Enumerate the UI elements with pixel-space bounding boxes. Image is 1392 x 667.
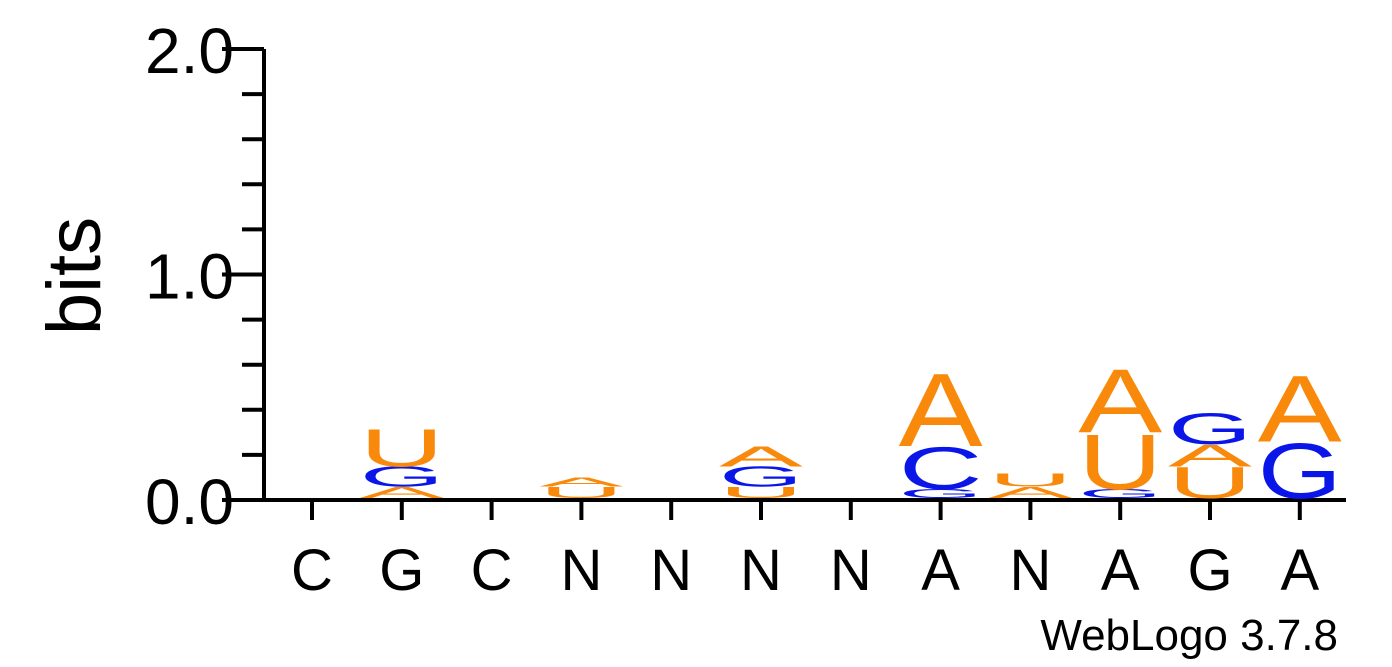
logo-letter-u: U [360,419,444,479]
logo-letter-u: U [1168,458,1252,508]
x-tick-label: A [1101,538,1140,603]
logo-letter-a: A [360,484,444,502]
logo-letter-g: G [719,461,803,493]
x-tick-label: C [471,538,513,603]
logo-letter-a: A [1168,438,1253,473]
x-tick-label: G [1187,538,1232,603]
x-tick-label: A [1280,538,1319,603]
y-ticks [222,47,264,502]
logo-letter-a: A [1258,356,1343,462]
logo-letter-a: A [988,484,1072,502]
logo-letter-u: U [539,484,623,502]
logo-letter-c: C [899,435,983,502]
logo-letter-g: G [1168,404,1252,453]
x-tick-label: N [560,538,602,603]
logo-letter-g: G [1078,487,1162,501]
logo-letter-g: G [899,487,983,501]
logo-letter-a: A [899,353,983,469]
y-tick-label: 1.0 [145,241,234,313]
x-tick-label: A [921,538,960,603]
y-tick-labels: 0.0 1.0 2.0 [145,15,234,538]
logo-letter-u: U [1078,418,1162,506]
y-tick-label: 2.0 [145,15,234,87]
x-tick-label: N [1009,538,1051,603]
x-tick-label: C [291,538,333,603]
logo-letter-a: A [719,441,803,473]
y-tick-label: 0.0 [145,466,234,538]
x-tick-label: G [379,538,424,603]
x-tick-label: N [830,538,872,603]
logo-letter-u: U [719,484,803,502]
logo-letter-g: G [360,461,444,493]
weblogo-footer: WebLogo 3.7.8 [1040,611,1338,660]
logo-letter-u: U [988,470,1072,491]
logo-letter-a: A [1078,350,1163,452]
x-tick-label: N [740,538,782,603]
logo-letter-a: A [539,475,623,489]
x-ticks [310,500,1302,520]
y-axis-label: bits [32,217,117,335]
x-tick-label: N [650,538,692,603]
